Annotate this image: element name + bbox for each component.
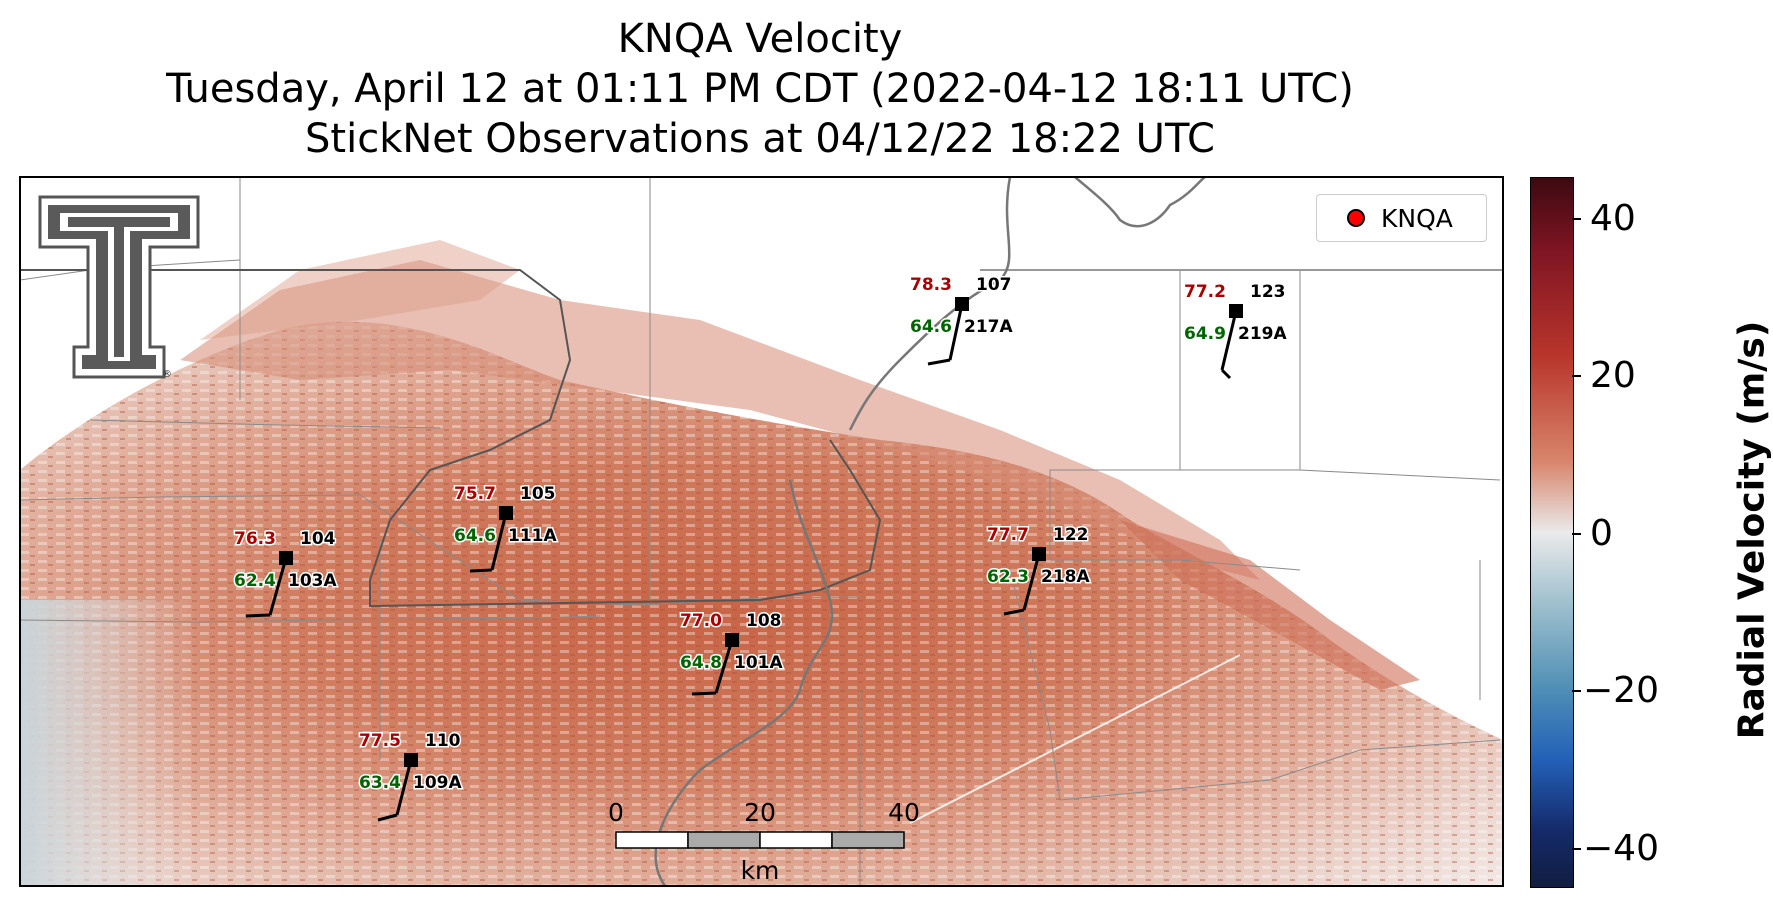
station-id: 105 <box>520 484 556 504</box>
station-marker-icon <box>404 753 418 767</box>
station-105: 75.7 105 64.6 111A <box>453 483 559 573</box>
station-dewpoint: 64.6 <box>454 526 496 546</box>
station-marker-icon <box>279 551 293 565</box>
station-122: 77.7 122 62.3 218A <box>986 524 1092 616</box>
colorbar-label-0: 0 <box>1590 513 1613 554</box>
state-boundaries <box>20 269 1503 608</box>
velocity-field <box>20 177 1503 886</box>
scale-tick-40: 40 <box>888 798 920 827</box>
station-dewpoint: 62.3 <box>987 567 1029 587</box>
colorbar-label-40: 40 <box>1590 198 1636 239</box>
station-dewpoint: 62.4 <box>234 571 276 591</box>
station-temp: 77.5 <box>359 731 401 751</box>
station-temp: 77.7 <box>987 525 1029 545</box>
wind-barb-staff <box>268 557 288 616</box>
wind-barb-flag <box>245 613 271 618</box>
wind-barb-flag <box>927 358 951 366</box>
scale-tick-20: 20 <box>744 798 776 827</box>
station-108: 77.0 108 64.8 101A <box>679 610 785 696</box>
station-probe: 101A <box>734 653 783 673</box>
station-dewpoint: 64.9 <box>1184 324 1226 344</box>
stickNet-stations: 78.3 107 64.6 217A 77.2 123 64.9 219A 75.7 105 64.… <box>233 274 1289 822</box>
scale-bar-segments <box>615 831 905 849</box>
colorbar-tick <box>1572 690 1581 692</box>
scale-tick-0: 0 <box>608 798 624 827</box>
station-id: 122 <box>1053 525 1089 545</box>
station-dewpoint: 64.6 <box>910 317 952 337</box>
colorbar-tick <box>1572 848 1581 850</box>
station-marker-icon <box>955 297 969 311</box>
wind-barb-flag <box>377 813 398 822</box>
county-boundaries <box>20 177 1501 886</box>
wind-barb-staff <box>1220 310 1238 371</box>
station-probe: 217A <box>964 317 1013 337</box>
station-id: 107 <box>976 275 1012 295</box>
colorbar-label-neg40: −40 <box>1583 828 1659 869</box>
title-datetime: Tuesday, April 12 at 01:11 PM CDT (2022-… <box>166 66 1354 112</box>
station-marker-icon <box>725 633 739 647</box>
station-temp: 75.7 <box>454 484 496 504</box>
river-lines <box>654 177 1206 886</box>
station-id: 108 <box>746 611 782 631</box>
station-id: 104 <box>300 529 336 549</box>
station-id: 110 <box>425 731 461 751</box>
station-probe: 109A <box>413 773 462 793</box>
colorbar-tick <box>1572 533 1581 535</box>
station-probe: 111A <box>508 526 557 546</box>
colorbar-tick <box>1572 218 1581 220</box>
station-marker-icon <box>499 506 513 520</box>
station-probe: 218A <box>1041 567 1090 587</box>
colorbar-label-20: 20 <box>1590 355 1636 396</box>
station-dewpoint: 64.8 <box>680 653 722 673</box>
wind-barb-flag <box>1003 608 1025 616</box>
wind-barb-flag <box>1220 368 1232 380</box>
station-marker-icon <box>1032 547 1046 561</box>
wind-barb-staff <box>1022 553 1041 611</box>
station-temp: 77.0 <box>680 611 722 631</box>
station-dewpoint: 63.4 <box>359 773 401 793</box>
colorbar <box>1530 177 1574 888</box>
station-104: 76.3 104 62.4 103A <box>233 528 339 618</box>
colorbar-tick <box>1572 375 1581 377</box>
station-probe: 103A <box>288 571 337 591</box>
radar-site-marker-icon <box>1347 209 1365 227</box>
texas-tech-double-t-icon: ® <box>38 195 200 380</box>
station-110: 77.5 110 63.4 109A <box>358 730 464 822</box>
colorbar-label-neg20: −20 <box>1583 670 1659 711</box>
map-legend: KNQA <box>1316 194 1487 242</box>
station-id: 123 <box>1250 282 1286 302</box>
scale-unit: km <box>740 856 780 885</box>
title-radar-name: KNQA Velocity <box>617 16 903 62</box>
wind-barb-flag <box>691 691 717 696</box>
wind-barb-flag <box>469 568 493 573</box>
wind-barb-staff <box>490 512 508 571</box>
wind-barb-staff <box>395 759 413 816</box>
map-frame <box>19 176 1504 887</box>
wind-barb-staff <box>948 303 964 361</box>
wind-barb-staff <box>714 639 734 694</box>
colorbar-title: Radial Velocity (m/s) <box>1731 320 1773 740</box>
station-probe: 219A <box>1238 324 1287 344</box>
station-temp: 76.3 <box>234 529 276 549</box>
station-107: 78.3 107 64.6 217A <box>909 274 1015 366</box>
station-marker-icon <box>1229 304 1243 318</box>
title-observations: StickNet Observations at 04/12/22 18:22 … <box>305 116 1215 162</box>
station-temp: 77.2 <box>1184 282 1226 302</box>
station-123: 77.2 123 64.9 219A <box>1183 281 1289 380</box>
svg-text:®: ® <box>162 369 172 380</box>
station-temp: 78.3 <box>910 275 952 295</box>
legend-label: KNQA <box>1381 203 1453 233</box>
